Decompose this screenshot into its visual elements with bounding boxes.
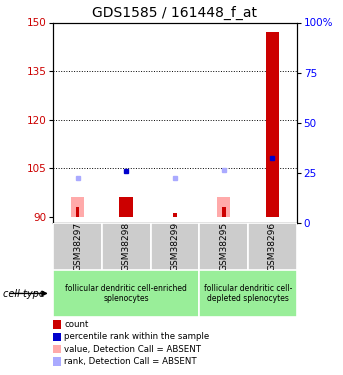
Bar bbox=[124, 197, 128, 217]
Text: GSM38295: GSM38295 bbox=[219, 222, 228, 271]
Text: value, Detection Call = ABSENT: value, Detection Call = ABSENT bbox=[64, 345, 201, 354]
Bar bbox=[53, 223, 102, 270]
Bar bbox=[75, 207, 80, 217]
Text: follicular dendritic cell-enriched
splenocytes: follicular dendritic cell-enriched splen… bbox=[65, 284, 187, 303]
Text: GSM38296: GSM38296 bbox=[268, 222, 277, 271]
Text: cell type: cell type bbox=[3, 289, 45, 298]
Bar bbox=[270, 32, 274, 217]
Title: GDS1585 / 161448_f_at: GDS1585 / 161448_f_at bbox=[92, 6, 258, 20]
Text: GSM38299: GSM38299 bbox=[170, 222, 179, 271]
Text: percentile rank within the sample: percentile rank within the sample bbox=[64, 332, 209, 341]
Bar bbox=[248, 223, 297, 270]
Text: count: count bbox=[64, 320, 88, 329]
Bar bbox=[53, 270, 199, 317]
Text: GSM38298: GSM38298 bbox=[122, 222, 131, 271]
Bar bbox=[199, 270, 297, 317]
Bar bbox=[71, 197, 84, 217]
Bar bbox=[119, 197, 133, 217]
Text: follicular dendritic cell-
depleted splenocytes: follicular dendritic cell- depleted sple… bbox=[204, 284, 292, 303]
Bar bbox=[173, 213, 177, 217]
Text: GSM38297: GSM38297 bbox=[73, 222, 82, 271]
Bar bbox=[199, 223, 248, 270]
Text: rank, Detection Call = ABSENT: rank, Detection Call = ABSENT bbox=[64, 357, 197, 366]
Bar bbox=[265, 32, 279, 217]
Bar bbox=[217, 197, 230, 217]
Bar bbox=[102, 223, 151, 270]
Bar bbox=[151, 223, 199, 270]
Bar bbox=[222, 207, 226, 217]
